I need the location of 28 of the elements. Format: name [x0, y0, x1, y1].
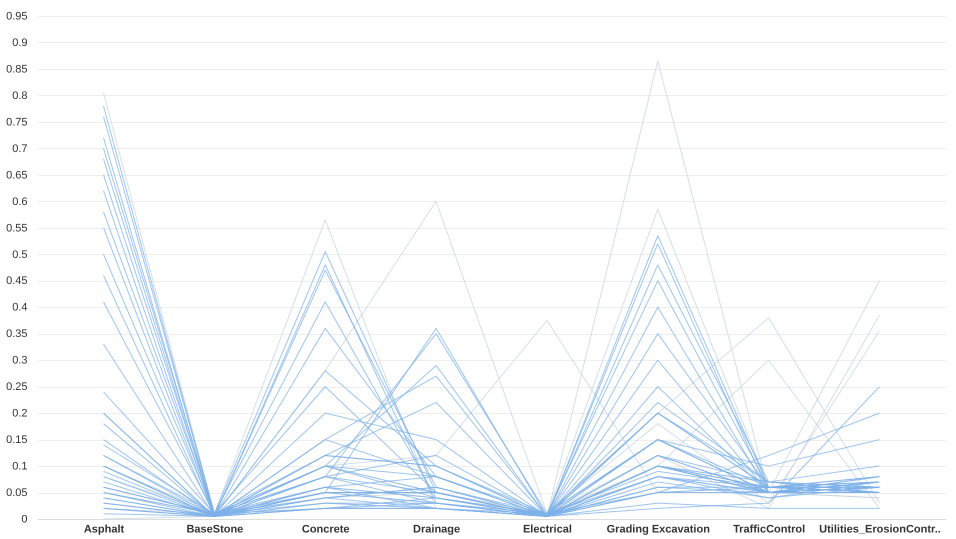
- y-tick-label: 0.15: [6, 434, 28, 446]
- y-tick-label: 0.9: [12, 36, 28, 49]
- y-tick-label: 0.4: [12, 302, 28, 314]
- y-tick-label: 0.65: [6, 169, 28, 182]
- y-tick-label: 0.6: [12, 196, 28, 208]
- x-tick-label: Electrical: [522, 524, 572, 536]
- y-tick-label: 0.7: [12, 142, 28, 155]
- x-tick-label: Concrete: [302, 524, 350, 536]
- y-tick-label: 0.85: [6, 63, 28, 76]
- x-tick-label: Drainage: [413, 524, 460, 536]
- y-tick-label: 0: [21, 514, 28, 526]
- y-tick-label: 0.55: [6, 222, 28, 234]
- x-tick-label: TrafficControl: [733, 524, 806, 536]
- x-tick-label: BaseStone: [186, 524, 244, 536]
- y-tick-label: 0.45: [6, 275, 28, 288]
- y-tick-label: 0.95: [6, 10, 28, 22]
- y-tick-label: 0.8: [12, 90, 28, 102]
- y-tick-label: 0.05: [6, 487, 28, 500]
- y-tick-label: 0.3: [12, 354, 28, 367]
- x-tick-label: Grading Excavation: [606, 524, 710, 536]
- y-tick-label: 0.35: [6, 328, 28, 340]
- y-tick-label: 0.2: [12, 408, 28, 420]
- y-tick-label: 0.5: [12, 248, 28, 261]
- y-tick-label: 0.1: [12, 460, 28, 473]
- y-tick-label: 0.25: [6, 381, 28, 394]
- x-tick-label: Asphalt: [84, 524, 125, 536]
- y-tick-label: 0.75: [6, 116, 28, 128]
- x-tick-label: Utilities_ErosionContr..: [819, 524, 941, 536]
